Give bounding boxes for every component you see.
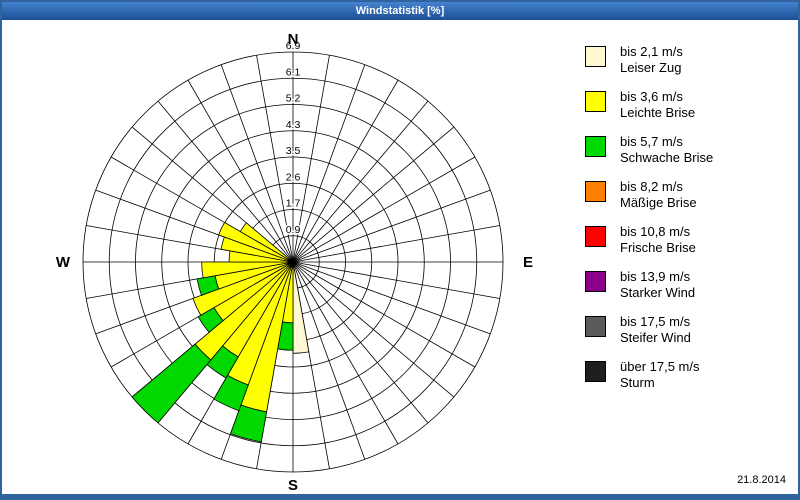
grid-spoke xyxy=(220,64,294,263)
windrose-petal-segment xyxy=(292,261,310,354)
legend-class-name-label: Mäßige Brise xyxy=(620,195,697,210)
window-title: Windstatistik [%] xyxy=(355,5,445,17)
legend-item-frische-brise: bis 10,8 m/s Frische Brise xyxy=(585,224,713,256)
windrose-petal-segment xyxy=(192,261,294,316)
windrose-petal-segment xyxy=(218,221,294,263)
ring-axis-label: 3.5 xyxy=(286,145,301,157)
compass-label: W xyxy=(56,254,71,271)
legend-item-starker-wind: bis 13,9 m/s Starker Wind xyxy=(585,269,713,301)
ring-axis-label: 0.9 xyxy=(286,224,301,236)
legend-item-schwache-brise: bis 5,7 m/s Schwache Brise xyxy=(585,134,713,166)
legend-color-swatch xyxy=(585,226,606,247)
legend-class-name-label: Schwache Brise xyxy=(620,150,714,165)
legend-color-swatch xyxy=(585,271,606,292)
legend-color-swatch xyxy=(585,316,606,337)
compass-label: S xyxy=(288,477,298,494)
grid-spoke xyxy=(157,100,294,263)
legend-item-maessige-brise: bis 8,2 m/s Mäßige Brise xyxy=(585,179,713,211)
grid-spoke xyxy=(292,100,429,263)
grid-spoke xyxy=(187,79,294,263)
legend-color-swatch xyxy=(585,361,606,382)
grid-spoke xyxy=(292,261,366,460)
windrose-chart: 0.9 1.7 2.6 3.5 4.3 5.2 6.1 6.9N S W E xyxy=(56,31,533,494)
legend-class-name-label: Steifer Wind xyxy=(620,330,691,345)
legend-color-swatch xyxy=(585,91,606,112)
compass-label: E xyxy=(523,254,533,271)
ring-axis-label: 6.9 xyxy=(286,40,301,52)
legend-color-swatch xyxy=(585,136,606,157)
legend-speed-label: bis 17,5 m/s xyxy=(620,314,691,329)
legend-item-leichte-brise: bis 3,6 m/s Leichte Brise xyxy=(585,89,713,121)
legend-speed-label: über 17,5 m/s xyxy=(620,359,700,374)
title-bar: Windstatistik [%] xyxy=(2,2,798,20)
legend-class-name-label: Starker Wind xyxy=(620,285,696,300)
grid-spoke xyxy=(256,55,294,263)
legend-color-swatch xyxy=(585,181,606,202)
legend-item-leiser-zug: bis 2,1 m/s Leiser Zug xyxy=(585,44,713,76)
grid-spoke xyxy=(292,55,330,263)
windrose-petal-segment xyxy=(239,222,294,263)
legend-item-label: bis 5,7 m/s Schwache Brise xyxy=(620,134,713,166)
ring-axis-label: 5.2 xyxy=(286,93,301,105)
compass-label: N xyxy=(288,31,299,48)
grid-spoke xyxy=(292,225,500,263)
legend-item-label: bis 13,9 m/s Starker Wind xyxy=(620,269,695,301)
windrose-petal-segment xyxy=(201,261,294,279)
legend-speed-label: bis 3,6 m/s xyxy=(620,89,683,104)
legend-class-name-label: Leiser Zug xyxy=(620,60,682,75)
ring-axis-label: 2.6 xyxy=(286,171,301,183)
ring-axis-label: 1.7 xyxy=(286,198,301,210)
legend-speed-label: bis 13,9 m/s xyxy=(620,269,691,284)
legend-item-label: bis 3,6 m/s Leichte Brise xyxy=(620,89,695,121)
legend-speed-label: bis 5,7 m/s xyxy=(620,134,683,149)
ring-axis-label: 6.1 xyxy=(286,66,301,78)
chart-area: 0.9 1.7 2.6 3.5 4.3 5.2 6.1 6.9 N S W E bis 2,1 m/s… xyxy=(2,20,798,494)
grid-spoke xyxy=(292,261,455,398)
legend-item-label: über 17,5 m/s Sturm xyxy=(620,359,700,391)
grid-spoke xyxy=(292,79,399,263)
grid-spoke xyxy=(292,64,366,263)
date-label: 21.8.2014 xyxy=(737,474,786,486)
grid-spoke xyxy=(292,261,429,424)
grid-spoke xyxy=(292,261,476,368)
legend-color-swatch xyxy=(585,46,606,67)
ring-axis-label: 4.3 xyxy=(286,119,301,131)
legend-speed-label: bis 8,2 m/s xyxy=(620,179,683,194)
grid-spoke xyxy=(292,156,476,263)
grid-spoke xyxy=(292,126,455,263)
legend-item-sturm: über 17,5 m/s Sturm xyxy=(585,359,713,391)
legend-item-steifer-wind: bis 17,5 m/s Steifer Wind xyxy=(585,314,713,346)
legend-class-name-label: Frische Brise xyxy=(620,240,696,255)
legend-item-label: bis 17,5 m/s Steifer Wind xyxy=(620,314,691,346)
legend-item-label: bis 10,8 m/s Frische Brise xyxy=(620,224,696,256)
windrose-petal-segment xyxy=(131,343,212,424)
legend: bis 2,1 m/s Leiser Zug bis 3,6 m/s Leichte … xyxy=(585,44,713,391)
legend-speed-label: bis 2,1 m/s xyxy=(620,44,683,59)
grid-spoke xyxy=(292,261,491,335)
grid-spoke xyxy=(292,261,500,299)
legend-speed-label: bis 10,8 m/s xyxy=(620,224,691,239)
grid-spoke xyxy=(292,189,491,263)
legend-item-label: bis 2,1 m/s Leiser Zug xyxy=(620,44,683,76)
grid-spoke xyxy=(292,261,399,445)
legend-class-name-label: Leichte Brise xyxy=(620,105,696,120)
legend-item-label: bis 8,2 m/s Mäßige Brise xyxy=(620,179,697,211)
legend-class-name-label: Sturm xyxy=(620,375,655,390)
